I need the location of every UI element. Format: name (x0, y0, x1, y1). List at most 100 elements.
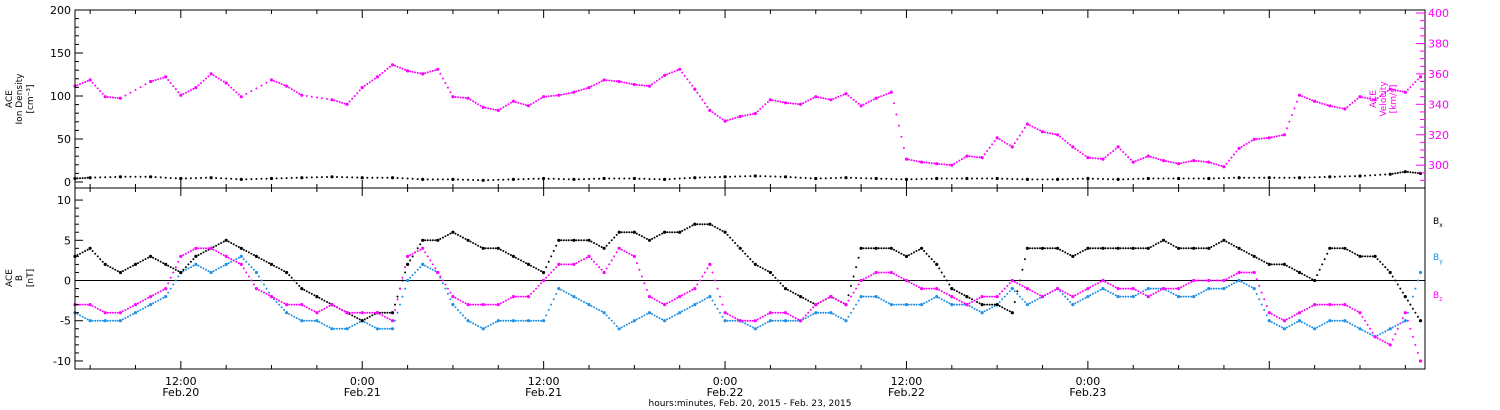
bx-interp-dot (789, 290, 792, 293)
bx-point (1252, 254, 1256, 258)
bz-interp-dot (933, 287, 936, 290)
bz-point (829, 295, 833, 299)
bx-interp-dot (645, 237, 648, 240)
date-tick-label: Feb.21 (344, 386, 381, 399)
bz-interp-dot (1084, 288, 1087, 291)
density-point (149, 175, 153, 179)
density-interp-dot (955, 177, 958, 180)
velocity-interp-dot (1225, 162, 1228, 165)
velocity-interp-dot (310, 95, 313, 98)
bz-point (315, 311, 319, 315)
bz-interp-dot (1122, 287, 1125, 290)
by-interp-dot (217, 267, 220, 270)
velocity-interp-dot (1210, 161, 1213, 164)
bz-interp-dot (1341, 303, 1344, 306)
bz-interp-dot (824, 298, 827, 301)
bx-interp-dot (462, 236, 464, 239)
bz-point (269, 295, 274, 299)
bz-point (587, 254, 591, 258)
density-interp-dot (653, 178, 656, 181)
by-point (1282, 327, 1286, 331)
bz-interp-dot (938, 288, 941, 291)
velocity-interp-dot (741, 115, 744, 117)
bx-point (1388, 270, 1392, 275)
by-interp-dot (1351, 323, 1354, 326)
density-interp-dot (547, 177, 550, 180)
by-interp-dot (197, 264, 200, 267)
density-interp-dot (981, 177, 984, 180)
bz-interp-dot (570, 263, 573, 266)
velocity-interp-dot (963, 156, 966, 159)
by-interp-dot (401, 295, 404, 298)
by-interp-dot (222, 264, 225, 267)
bx-interp-dot (1044, 247, 1046, 250)
bx-interp-dot (381, 311, 384, 314)
velocity-interp-dot (472, 100, 475, 103)
velocity-interp-dot (76, 84, 79, 87)
by-interp-dot (960, 303, 963, 306)
density-point (844, 176, 848, 180)
bz-interp-dot (507, 298, 510, 301)
velocity-interp-dot (802, 102, 805, 105)
by-interp-dot (525, 319, 527, 322)
by-point (1101, 287, 1105, 291)
density-interp-dot (779, 175, 782, 178)
bz-interp-dot (479, 303, 482, 306)
velocity-interp-dot (658, 78, 661, 80)
bz-interp-dot (1114, 286, 1117, 289)
bx-interp-dot (1348, 250, 1351, 252)
bx-interp-dot (583, 239, 585, 242)
density-interp-dot (260, 177, 263, 180)
date-tick-label: Feb.20 (162, 386, 199, 399)
bz-interp-dot (1311, 305, 1314, 307)
velocity-point (1207, 160, 1211, 164)
by-point (1192, 295, 1196, 299)
velocity-interp-dot (1381, 93, 1384, 96)
velocity-interp-dot (320, 97, 323, 100)
density-interp-dot (1036, 178, 1039, 181)
bz-interp-dot (688, 290, 691, 293)
bz-interp-dot (537, 284, 540, 287)
bx-interp-dot (1187, 247, 1190, 250)
density-interp-dot (79, 177, 81, 180)
bz-interp-dot (1079, 291, 1082, 294)
bx-interp-dot (923, 250, 926, 252)
by-interp-dot (1265, 314, 1268, 317)
by-interp-dot (1323, 322, 1326, 325)
bz-point (1267, 311, 1271, 315)
bz-interp-dot (1361, 315, 1364, 318)
bx-interp-dot (509, 254, 512, 256)
bx-interp-dot (1306, 275, 1309, 278)
velocity-interp-dot (1348, 103, 1351, 106)
velocity-interp-dot (721, 118, 724, 121)
bx-interp-dot (358, 318, 361, 321)
bz-interp-dot (1104, 280, 1107, 283)
velocity-interp-dot (877, 96, 880, 99)
bz-interp-dot (1109, 283, 1112, 286)
bz-interp-dot (955, 298, 958, 301)
density-interp-dot (950, 177, 953, 180)
velocity-interp-dot (1109, 152, 1112, 154)
bx-interp-dot (1401, 291, 1404, 294)
velocity-interp-dot (454, 96, 457, 98)
bz-point (1161, 287, 1166, 291)
by-interp-dot (1361, 329, 1364, 332)
bx-interp-dot (79, 252, 81, 255)
by-interp-dot (459, 311, 462, 314)
bx-interp-dot (1018, 279, 1021, 282)
bz-point (935, 287, 939, 291)
bz-interp-dot (366, 311, 369, 314)
bz-interp-dot (363, 311, 366, 314)
bz-interp-dot (774, 311, 777, 314)
velocity-interp-dot (547, 95, 550, 98)
bz-interp-dot (1351, 307, 1354, 310)
velocity-point (1040, 130, 1045, 134)
by-interp-dot (169, 287, 172, 290)
bx-point (1313, 278, 1317, 283)
bz-interp-dot (189, 250, 192, 252)
bx-interp-dot (295, 282, 298, 285)
bx-interp-dot (1235, 246, 1238, 248)
bx-interp-dot (1182, 247, 1185, 250)
velocity-interp-dot (177, 91, 180, 94)
bx-interp-dot (751, 260, 754, 263)
